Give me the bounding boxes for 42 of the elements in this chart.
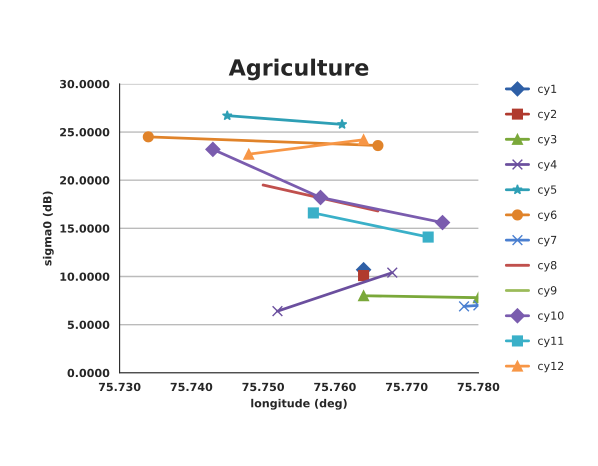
y-tick-label: 15.0000: [60, 224, 110, 233]
point: [386, 267, 398, 278]
legend-label: cy6: [538, 210, 557, 222]
legend-label: cy12: [538, 362, 564, 372]
x-tick-label: 75.750: [242, 382, 284, 392]
legend-label: cy11: [538, 336, 564, 348]
point: [243, 148, 254, 160]
legend-label: cy2: [538, 110, 556, 120]
point: [434, 214, 450, 230]
x-tick-label: 75.760: [314, 382, 356, 392]
y-tick-label: 10.0000: [60, 272, 110, 281]
y-axis-title: sigma0 (dB): [42, 191, 54, 266]
point: [336, 118, 348, 129]
legend-label: cy10: [538, 311, 564, 322]
point: [372, 140, 384, 152]
legend-label: cy9: [538, 286, 556, 297]
point: [222, 110, 233, 120]
x-tick-label: 75.780: [458, 382, 500, 392]
y-tick-label: 25.0000: [60, 128, 110, 136]
y-tick-label: 5.0000: [68, 320, 110, 330]
chart-title: Agriculture: [228, 58, 368, 80]
x-tick-label: 75.730: [98, 382, 141, 392]
point: [312, 190, 328, 206]
legend-label: cy4: [538, 160, 557, 171]
point: [272, 306, 284, 317]
y-tick-label: 0.0000: [68, 368, 110, 378]
point: [142, 131, 154, 142]
point: [422, 231, 434, 243]
x-axis-title: longitude (deg): [251, 398, 347, 410]
x-tick-label: 75.770: [386, 382, 428, 392]
y-tick-label: 30.0000: [60, 80, 110, 88]
legend-label: cy7: [538, 236, 556, 246]
point: [205, 142, 220, 157]
legend-label: cy5: [538, 186, 556, 196]
point: [308, 207, 319, 218]
y-tick-label: 20.0000: [60, 176, 110, 185]
point: [358, 134, 370, 146]
legend-label: cy3: [538, 134, 556, 146]
point: [358, 270, 370, 282]
legend-label: cy8: [538, 260, 556, 272]
x-tick-label: 75.740: [170, 382, 212, 392]
legend-label: cy1: [538, 84, 556, 96]
